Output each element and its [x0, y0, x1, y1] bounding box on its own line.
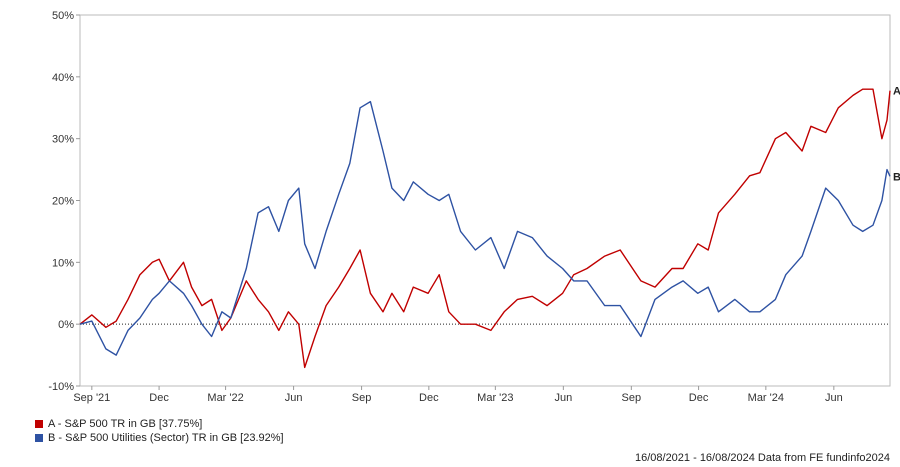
legend-swatch-a: [35, 420, 43, 428]
x-tick-label: Mar '24: [748, 392, 784, 404]
series-line-a: [79, 88, 891, 369]
legend-swatch-b: [35, 434, 43, 442]
plot-frame: [79, 14, 891, 387]
series-end-label-b: B: [893, 171, 900, 183]
series-end-label-a: A: [893, 86, 900, 98]
x-tick-label: Mar '22: [207, 392, 243, 404]
y-tick-label: 20%: [52, 196, 74, 208]
x-tick-label: Mar '23: [477, 392, 513, 404]
series-line-b: [79, 100, 891, 356]
x-tick-label: Jun: [825, 392, 843, 404]
y-tick-label: 40%: [52, 72, 74, 84]
end-labels: AB: [893, 86, 900, 184]
y-tick-label: 0%: [58, 319, 74, 331]
x-tick-label: Sep: [622, 392, 642, 404]
legend-item-b: B - S&P 500 Utilities (Sector) TR in GB …: [35, 431, 284, 445]
footer-date-source: 16/08/2021 - 16/08/2024 Data from FE fun…: [634, 452, 890, 464]
legend-label-b: B - S&P 500 Utilities (Sector) TR in GB …: [48, 432, 284, 444]
series-layer: [79, 88, 891, 369]
x-axis: Sep '21 Dec Mar '22 Jun Sep Dec Mar '23 Jun Sep D…: [73, 386, 843, 404]
x-tick-label: Dec: [419, 392, 439, 404]
y-tick-label: 10%: [52, 257, 74, 269]
y-tick-label: 50%: [52, 10, 74, 22]
y-axis: -10% 0% 10% 20% 30% 40% 50%: [48, 10, 80, 393]
y-tick-label: 30%: [52, 134, 74, 146]
x-tick-label: Jun: [285, 392, 303, 404]
x-tick-label: Sep '21: [73, 392, 110, 404]
y-tick-label: -10%: [48, 381, 74, 393]
x-tick-label: Dec: [149, 392, 169, 404]
legend-label-a: A - S&P 500 TR in GB [37.75%]: [48, 418, 203, 430]
x-tick-label: Jun: [554, 392, 572, 404]
x-tick-label: Dec: [689, 392, 709, 404]
x-tick-label: Sep: [352, 392, 372, 404]
legend-item-a: A - S&P 500 TR in GB [37.75%]: [35, 417, 284, 431]
legend: A - S&P 500 TR in GB [37.75%] B - S&P 50…: [35, 417, 284, 445]
